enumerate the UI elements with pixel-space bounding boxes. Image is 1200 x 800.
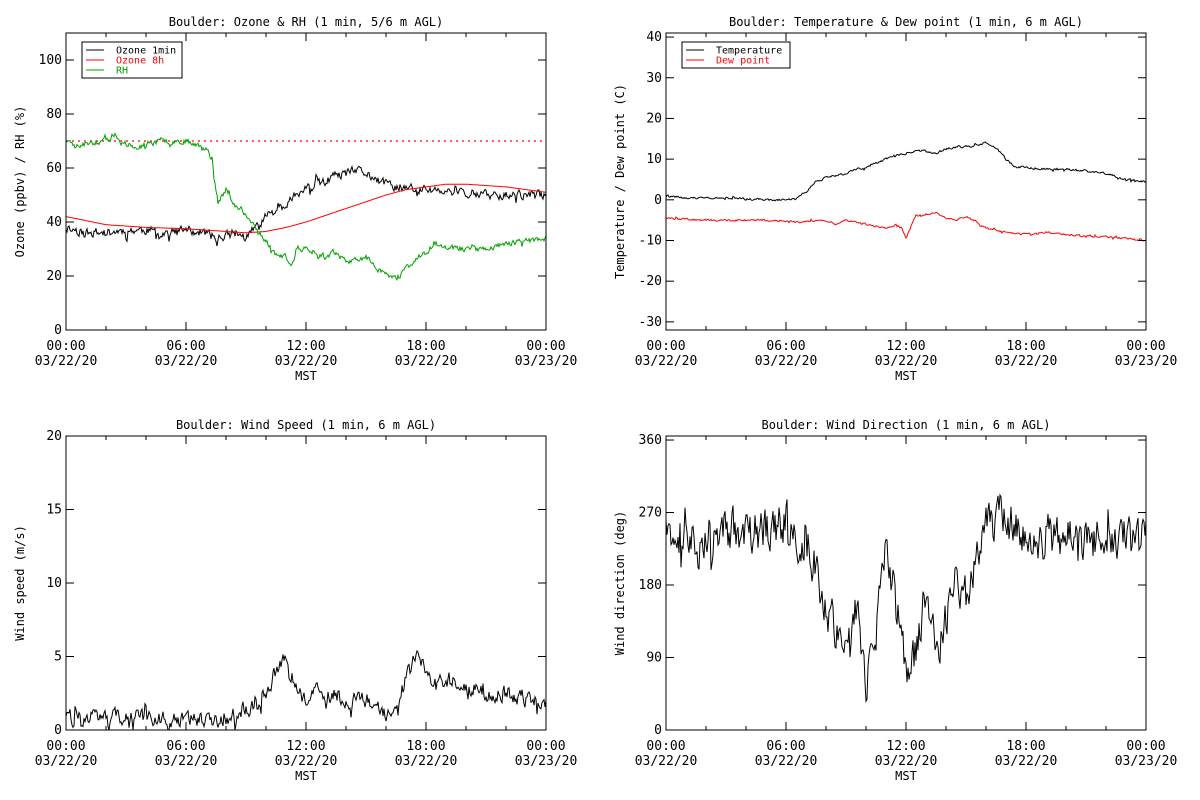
chart-panel-2: Boulder: Temperature & Dew point (1 min,…: [613, 15, 1177, 383]
y-tick-label: 10: [46, 576, 62, 591]
x-tick-label-time: 06:00: [766, 339, 805, 354]
x-tick-label-time: 12:00: [286, 739, 325, 754]
x-tick-label-time: 18:00: [406, 739, 445, 754]
x-tick-label-date: 03/22/20: [995, 354, 1058, 369]
x-tick-label-date: 03/22/20: [395, 754, 458, 769]
x-tick-label-date: 03/22/20: [275, 754, 338, 769]
x-tick-label-time: 00:00: [46, 339, 85, 354]
x-tick-label-time: 12:00: [286, 339, 325, 354]
y-tick-label: 360: [639, 433, 662, 448]
x-tick-label-date: 03/22/20: [755, 354, 818, 369]
plot-frame: [665, 435, 1147, 731]
chart-title: Boulder: Wind Direction (1 min, 6 m AGL): [762, 418, 1051, 432]
series-line-ozone-1min: [65, 165, 547, 247]
series-line-data: [65, 649, 547, 731]
series-line-rh: [66, 132, 547, 281]
legend-entry: Dew point: [716, 56, 770, 67]
y-tick-label: 0: [54, 723, 62, 738]
y-axis-label: Wind direction (deg): [613, 511, 627, 656]
y-axis-label: Ozone (ppbv) / RH (%): [13, 106, 27, 258]
x-tick-label-time: 00:00: [646, 739, 685, 754]
y-tick-label: 20: [46, 269, 62, 284]
x-axis-label: MST: [295, 369, 317, 383]
y-tick-label: 270: [639, 506, 662, 521]
x-tick-label-time: 00:00: [526, 739, 565, 754]
y-tick-label: 80: [46, 107, 62, 122]
y-tick-label: 180: [639, 578, 662, 593]
legend-box: [681, 41, 791, 69]
x-tick-label-time: 00:00: [46, 739, 85, 754]
legend-entry: Temperature: [716, 46, 782, 57]
x-tick-label-time: 18:00: [1006, 339, 1045, 354]
x-tick-label-date: 03/22/20: [875, 354, 938, 369]
x-tick-label-date: 03/23/20: [1115, 354, 1178, 369]
x-tick-label-time: 18:00: [406, 339, 445, 354]
chart-panel-3: Boulder: Wind Speed (1 min, 6 m AGL) 0 5 10…: [13, 418, 577, 783]
y-tick-label: -10: [639, 233, 662, 248]
x-tick-label-date: 03/22/20: [275, 354, 338, 369]
x-tick-label-date: 03/22/20: [635, 354, 698, 369]
legend-entry: Ozone 1min: [116, 46, 176, 57]
x-tick-label-date: 03/22/20: [155, 754, 218, 769]
x-tick-label-date: 03/22/20: [755, 754, 818, 769]
x-tick-label-time: 00:00: [526, 339, 565, 354]
x-tick-label-date: 03/22/20: [155, 354, 218, 369]
x-tick-label-time: 06:00: [166, 739, 205, 754]
y-tick-label: 0: [54, 323, 62, 338]
chart-title: Boulder: Wind Speed (1 min, 6 m AGL): [176, 418, 436, 432]
x-tick-label-time: 18:00: [1006, 739, 1045, 754]
series-line-dew-point: [665, 211, 1147, 242]
y-tick-label: 20: [46, 429, 62, 444]
y-tick-label: 100: [39, 53, 62, 68]
x-tick-label-time: 00:00: [646, 339, 685, 354]
x-tick-label-time: 12:00: [886, 339, 925, 354]
y-tick-label: 40: [646, 30, 662, 45]
legend-entry: RH: [116, 66, 128, 77]
x-tick-label-time: 00:00: [1126, 339, 1165, 354]
y-tick-label: 0: [654, 193, 662, 208]
y-tick-label: 10: [646, 152, 662, 167]
x-tick-label-date: 03/22/20: [35, 754, 98, 769]
y-tick-label: 5: [54, 650, 62, 665]
x-axis-label: MST: [895, 369, 917, 383]
x-tick-label-date: 03/22/20: [995, 754, 1058, 769]
y-tick-label: 15: [46, 503, 62, 518]
x-tick-label-time: 00:00: [1126, 739, 1165, 754]
plot-frame: [665, 32, 1147, 331]
y-tick-label: 30: [646, 71, 662, 86]
chart-title: Boulder: Ozone & RH (1 min, 5/6 m AGL): [169, 15, 444, 29]
series-line-ozone-8h: [65, 183, 547, 234]
y-tick-label: 20: [646, 111, 662, 126]
chart-title: Boulder: Temperature & Dew point (1 min,…: [729, 15, 1083, 29]
chart-panel-4: Boulder: Wind Direction (1 min, 6 m AGL)…: [613, 418, 1177, 783]
x-tick-label-time: 06:00: [766, 739, 805, 754]
y-tick-label: -20: [639, 274, 662, 289]
y-tick-label: 60: [46, 161, 62, 176]
x-tick-label-date: 03/22/20: [35, 354, 98, 369]
x-tick-label-date: 03/22/20: [635, 754, 698, 769]
series-line-data: [665, 493, 1147, 703]
x-tick-label-date: 03/22/20: [395, 354, 458, 369]
legend-entry: Ozone 8h: [116, 56, 164, 67]
x-axis-label: MST: [895, 769, 917, 783]
y-tick-label: -30: [639, 315, 662, 330]
x-tick-label-date: 03/22/20: [875, 754, 938, 769]
x-tick-label-date: 03/23/20: [515, 754, 578, 769]
y-tick-label: 90: [646, 651, 662, 666]
chart-panel-1: Boulder: Ozone & RH (1 min, 5/6 m AGL) 0 2…: [13, 15, 577, 383]
x-tick-label-time: 06:00: [166, 339, 205, 354]
y-tick-label: 40: [46, 215, 62, 230]
series-line-temperature: [665, 141, 1147, 202]
x-tick-label-time: 12:00: [886, 739, 925, 754]
x-tick-label-date: 03/23/20: [515, 354, 578, 369]
y-tick-label: 0: [654, 723, 662, 738]
x-tick-label-date: 03/23/20: [1115, 754, 1178, 769]
y-axis-label: Temperature / Dew point (C): [613, 84, 627, 279]
y-axis-label: Wind speed (m/s): [13, 525, 27, 641]
x-axis-label: MST: [295, 769, 317, 783]
